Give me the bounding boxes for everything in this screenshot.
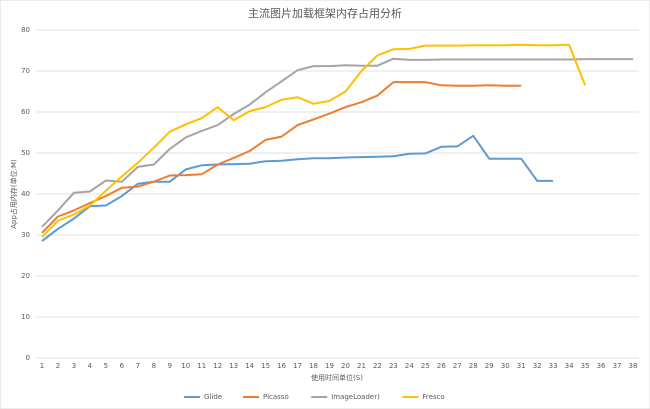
x-tick-label: 33: [549, 362, 558, 370]
x-tick-label: 7: [136, 362, 140, 370]
series-line: [41, 81, 522, 234]
x-tick-label: 9: [168, 362, 172, 370]
x-tick-label: 2: [56, 362, 60, 370]
y-tick-label: 60: [21, 108, 30, 116]
x-tick-label: 3: [72, 362, 76, 370]
x-tick-label: 27: [453, 362, 462, 370]
y-tick-label: 40: [21, 190, 30, 198]
x-tick-label: 20: [341, 362, 350, 370]
x-tick-label: 29: [485, 362, 494, 370]
y-tick-label: 10: [21, 313, 30, 321]
x-tick-label: 25: [421, 362, 430, 370]
legend-label: Glide: [204, 393, 222, 401]
x-tick-label: 18: [309, 362, 318, 370]
y-tick-label: 0: [26, 354, 30, 362]
y-axis-title: App占用内存(单位:M): [9, 159, 18, 229]
x-tick-label: 34: [565, 362, 574, 370]
y-tick-label: 80: [21, 26, 30, 34]
x-tick-label: 21: [357, 362, 366, 370]
x-tick-label: 17: [293, 362, 302, 370]
x-tick-label: 1: [40, 362, 44, 370]
x-tick-label: 30: [501, 362, 510, 370]
series-line: [41, 134, 554, 242]
x-tick-label: 37: [613, 362, 622, 370]
x-tick-label: 24: [405, 362, 414, 370]
x-tick-label: 26: [437, 362, 446, 370]
legend-label: Picasso: [263, 393, 289, 401]
x-tick-label: 32: [533, 362, 542, 370]
x-tick-label: 10: [181, 362, 190, 370]
legend-label: Fresco: [422, 393, 444, 401]
x-tick-label: 12: [213, 362, 222, 370]
y-tick-label: 70: [21, 67, 30, 75]
x-tick-label: 13: [229, 362, 238, 370]
x-tick-label: 22: [373, 362, 382, 370]
x-tick-label: 6: [120, 362, 125, 370]
x-tick-label: 36: [597, 362, 606, 370]
x-tick-label: 38: [629, 362, 638, 370]
series-line: [41, 43, 587, 238]
x-tick-label: 11: [197, 362, 206, 370]
x-tick-label: 19: [325, 362, 334, 370]
legend-label: ImageLoader): [331, 393, 380, 401]
x-tick-label: 4: [88, 362, 93, 370]
x-tick-label: 15: [261, 362, 270, 370]
chart-title: 主流图片加载框架内存占用分析: [248, 6, 402, 20]
series-line: [41, 57, 633, 228]
x-tick-label: 5: [104, 362, 108, 370]
x-tick-label: 23: [389, 362, 398, 370]
x-tick-label: 35: [581, 362, 590, 370]
x-tick-label: 16: [277, 362, 286, 370]
x-tick-label: 28: [469, 362, 478, 370]
y-tick-label: 50: [21, 149, 30, 157]
y-tick-label: 30: [21, 231, 30, 239]
x-tick-label: 14: [245, 362, 254, 370]
x-axis-title: 使用时间单位(S): [311, 373, 363, 382]
y-tick-label: 20: [21, 272, 30, 280]
x-tick-label: 8: [152, 362, 156, 370]
x-tick-label: 31: [517, 362, 526, 370]
